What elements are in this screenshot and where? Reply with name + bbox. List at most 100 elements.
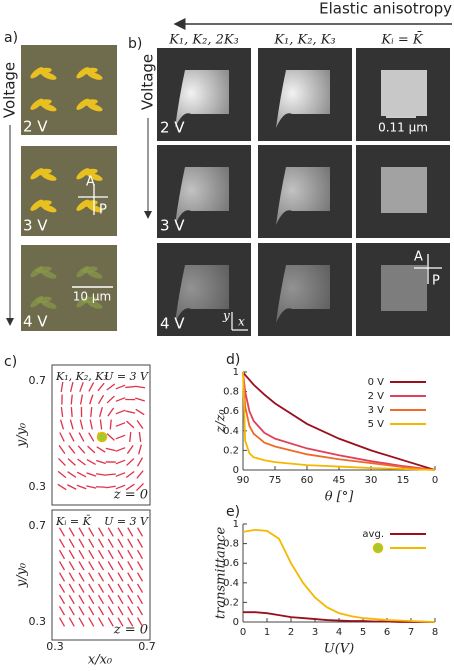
director [66,484,77,490]
director [88,561,95,571]
director [86,472,97,477]
plot-plane: z = 0 [113,623,148,638]
director [67,471,77,478]
director [136,482,144,492]
y-tick-label: 0.7 [29,519,47,532]
x-tick-label: 7 [408,627,414,638]
director [126,420,135,429]
x-tick-label: 0.3 [46,640,64,653]
row-label: 2 V [160,119,185,137]
director [58,583,66,593]
director [97,527,105,537]
director [76,471,87,478]
x-axis-label: θ [°] [325,490,355,505]
bright-square [276,167,330,225]
director [105,447,116,452]
director [97,572,105,582]
director [115,484,126,490]
director [86,459,96,465]
director [58,457,66,467]
director [115,422,126,427]
legend-label: 2 V [368,391,385,402]
y-tick-label: 0.3 [29,615,47,628]
director [115,447,126,452]
director [117,606,124,616]
director [109,419,112,430]
plot-voltage: U = 3 V [104,370,149,383]
scale-label: 0.11 µm [378,121,428,135]
director [88,594,95,605]
director [58,594,66,605]
director [107,527,114,537]
director [107,538,114,548]
director [88,432,95,442]
director [115,409,126,415]
director [107,549,114,560]
director [88,382,95,392]
director [115,434,126,440]
director [125,385,136,389]
director [78,606,85,616]
director [99,419,103,430]
bright-square [276,70,330,128]
director [136,527,144,537]
legend-icon [372,542,384,554]
director [107,583,114,593]
director [78,538,85,548]
legend-label: 5 V [368,419,385,430]
director [117,572,124,582]
director [59,432,65,442]
y-axis-label: y/y₀ [15,422,30,448]
bright-square [276,265,330,323]
director [57,470,67,479]
director [59,419,65,430]
director [95,473,107,476]
director [60,406,64,418]
director [78,432,85,442]
bright-square [175,167,229,225]
director [136,606,144,616]
polarizer [78,184,108,215]
texture [87,300,103,309]
x-axis-label: U(V) [324,642,355,657]
director [107,594,114,605]
director [136,457,144,467]
director [117,527,124,537]
director [68,549,75,560]
axes-icon [231,312,248,331]
director [76,484,87,490]
y-axis-label: y/y₀ [15,562,30,588]
director [97,617,105,627]
director [136,617,144,627]
bright-square [381,167,427,213]
plot-title: Kᵢ = K̄ [55,515,92,528]
polarizer [414,254,442,284]
x-tick-label: 60 [301,475,314,486]
director [70,394,73,405]
x-tick-label: 30 [365,475,378,486]
bright-square [175,265,229,323]
panel-label: b) [128,36,142,52]
micrograph [21,146,117,236]
director [67,458,76,466]
director [117,549,124,560]
director [115,384,126,390]
director [68,606,75,616]
director [126,458,135,466]
director [136,594,144,605]
texture [87,72,103,80]
x-tick-label: 3 [312,627,318,638]
x-tick-label: 0 [432,475,438,486]
series-line [242,371,436,471]
panel-label: e) [226,504,240,520]
director [106,395,115,404]
director [96,446,106,453]
director [96,459,106,465]
x-tick-label: 1 [264,627,270,638]
legend-label: 3 V [368,405,385,416]
director [88,527,95,537]
x-tick-label: 45 [333,475,346,486]
y-tick-label: 1 [233,367,239,378]
panel-label: c) [4,354,17,370]
y-tick-label: 1 [233,519,239,530]
